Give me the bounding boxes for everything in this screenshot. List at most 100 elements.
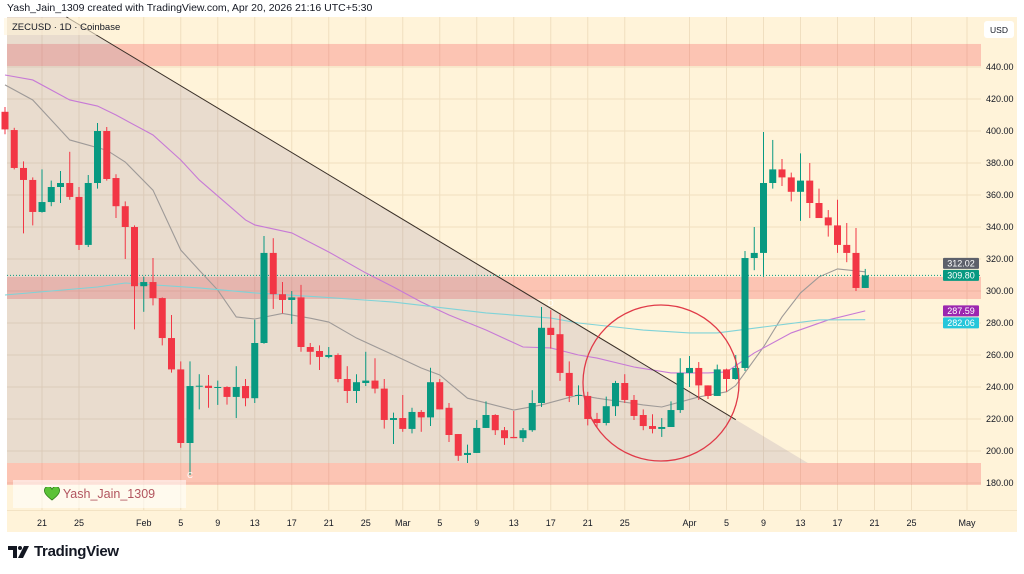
- candle: [861, 268, 869, 288]
- candle: [741, 251, 749, 371]
- candle-body: [390, 418, 397, 420]
- candle: [538, 307, 545, 407]
- candle-body: [769, 169, 777, 183]
- candle: [75, 187, 83, 251]
- candle: [57, 171, 64, 203]
- price-tick-label: 200.00: [986, 446, 1014, 456]
- time-tick-label: Feb: [136, 518, 152, 528]
- time-tick-label: 5: [437, 518, 442, 528]
- candle: [20, 161, 27, 234]
- support-resistance-zone[interactable]: [7, 276, 981, 299]
- price-tick-label: 440.00: [986, 62, 1014, 72]
- candle: [242, 379, 249, 407]
- candle: [399, 395, 407, 432]
- candle-body: [834, 225, 841, 245]
- trendline[interactable]: [66, 16, 737, 421]
- candle-body: [852, 252, 860, 288]
- candle-body: [704, 385, 712, 396]
- price-label-bg: [943, 317, 979, 329]
- candle-body: [29, 179, 37, 212]
- candle: [723, 368, 730, 392]
- time-tick-label: 21: [869, 518, 879, 528]
- candle-body: [168, 338, 175, 370]
- candle: [778, 159, 786, 187]
- candle-body: [316, 351, 323, 357]
- support-resistance-zone[interactable]: [7, 463, 981, 485]
- candle: [834, 199, 841, 253]
- candle-body: [760, 183, 767, 253]
- time-tick-label: 5: [724, 518, 729, 528]
- candle-body: [140, 282, 148, 287]
- price-tick-label: 240.00: [986, 382, 1014, 392]
- candle-body: [639, 415, 647, 427]
- candle-body: [205, 385, 212, 388]
- candle-body: [214, 387, 222, 388]
- candle: [491, 414, 499, 435]
- candle: [149, 258, 157, 306]
- candle-body: [584, 395, 592, 419]
- candle-body: [501, 430, 508, 439]
- candle: [852, 227, 860, 291]
- price-label: 309.80: [943, 269, 979, 281]
- candle-body: [538, 327, 545, 403]
- time-tick-label: 9: [215, 518, 220, 528]
- price-tick-label: 180.00: [986, 478, 1014, 488]
- price-label-bg: [943, 257, 979, 269]
- candle-body: [547, 327, 555, 335]
- candle-body: [750, 252, 758, 259]
- candle-body: [121, 206, 129, 227]
- candle: [797, 153, 804, 221]
- candle: [316, 345, 323, 371]
- candle-body: [843, 244, 851, 253]
- time-axis[interactable]: 21 25 Feb 5 9 13 17 21 25 Mar 5 9 13 17 21 25 Apr 5 9 13 17 2…: [7, 510, 1017, 529]
- candle: [47, 180, 55, 207]
- candle: [417, 410, 425, 432]
- currency-button[interactable]: [984, 21, 1014, 38]
- candle: [343, 366, 351, 403]
- tradingview-logo-icon: [8, 545, 29, 558]
- candle-body: [417, 411, 425, 418]
- candle: [510, 411, 518, 439]
- candle-body: [94, 131, 101, 183]
- candle-body: [454, 434, 462, 456]
- candle: [602, 396, 610, 426]
- candle-body: [57, 183, 64, 187]
- candle: [214, 380, 222, 405]
- candle: [121, 201, 129, 259]
- green-heart-icon: [43, 487, 60, 501]
- candle: [29, 177, 37, 226]
- candle: [66, 151, 74, 200]
- candle: [575, 385, 582, 405]
- candle-body: [667, 410, 675, 427]
- candle-body: [306, 347, 314, 352]
- candle: [205, 375, 212, 408]
- candle-body: [279, 294, 286, 300]
- candle-body: [38, 202, 46, 212]
- price-label: 282.06: [943, 317, 979, 329]
- tradingview-logo[interactable]: TradingView: [8, 543, 119, 560]
- candle-body: [806, 180, 814, 203]
- support-resistance-zone[interactable]: [7, 43, 981, 67]
- pattern-marker: C: [187, 471, 193, 480]
- candle: [408, 407, 416, 434]
- highlight-circle[interactable]: [582, 304, 740, 462]
- candle-body: [84, 183, 92, 245]
- time-tick-label: Apr: [682, 518, 696, 528]
- candle-body: [482, 415, 490, 428]
- price-tick-label: 260.00: [986, 350, 1014, 360]
- candle: [177, 361, 185, 448]
- candle: [621, 374, 629, 403]
- candle-body: [269, 252, 277, 295]
- time-tick-label: 25: [620, 518, 630, 528]
- candle: [112, 174, 120, 219]
- price-axis[interactable]: 180.00 200.00 220.00 240.00 260.00 280.00 300.…: [986, 62, 1014, 488]
- grid: [7, 17, 981, 510]
- candle-body: [464, 452, 471, 455]
- candle: [565, 361, 573, 403]
- candle: [371, 358, 379, 394]
- brand-name: TradingView: [34, 543, 119, 560]
- price-label-text: 309.80: [947, 271, 975, 281]
- candle: [353, 374, 360, 403]
- candle: [10, 127, 18, 170]
